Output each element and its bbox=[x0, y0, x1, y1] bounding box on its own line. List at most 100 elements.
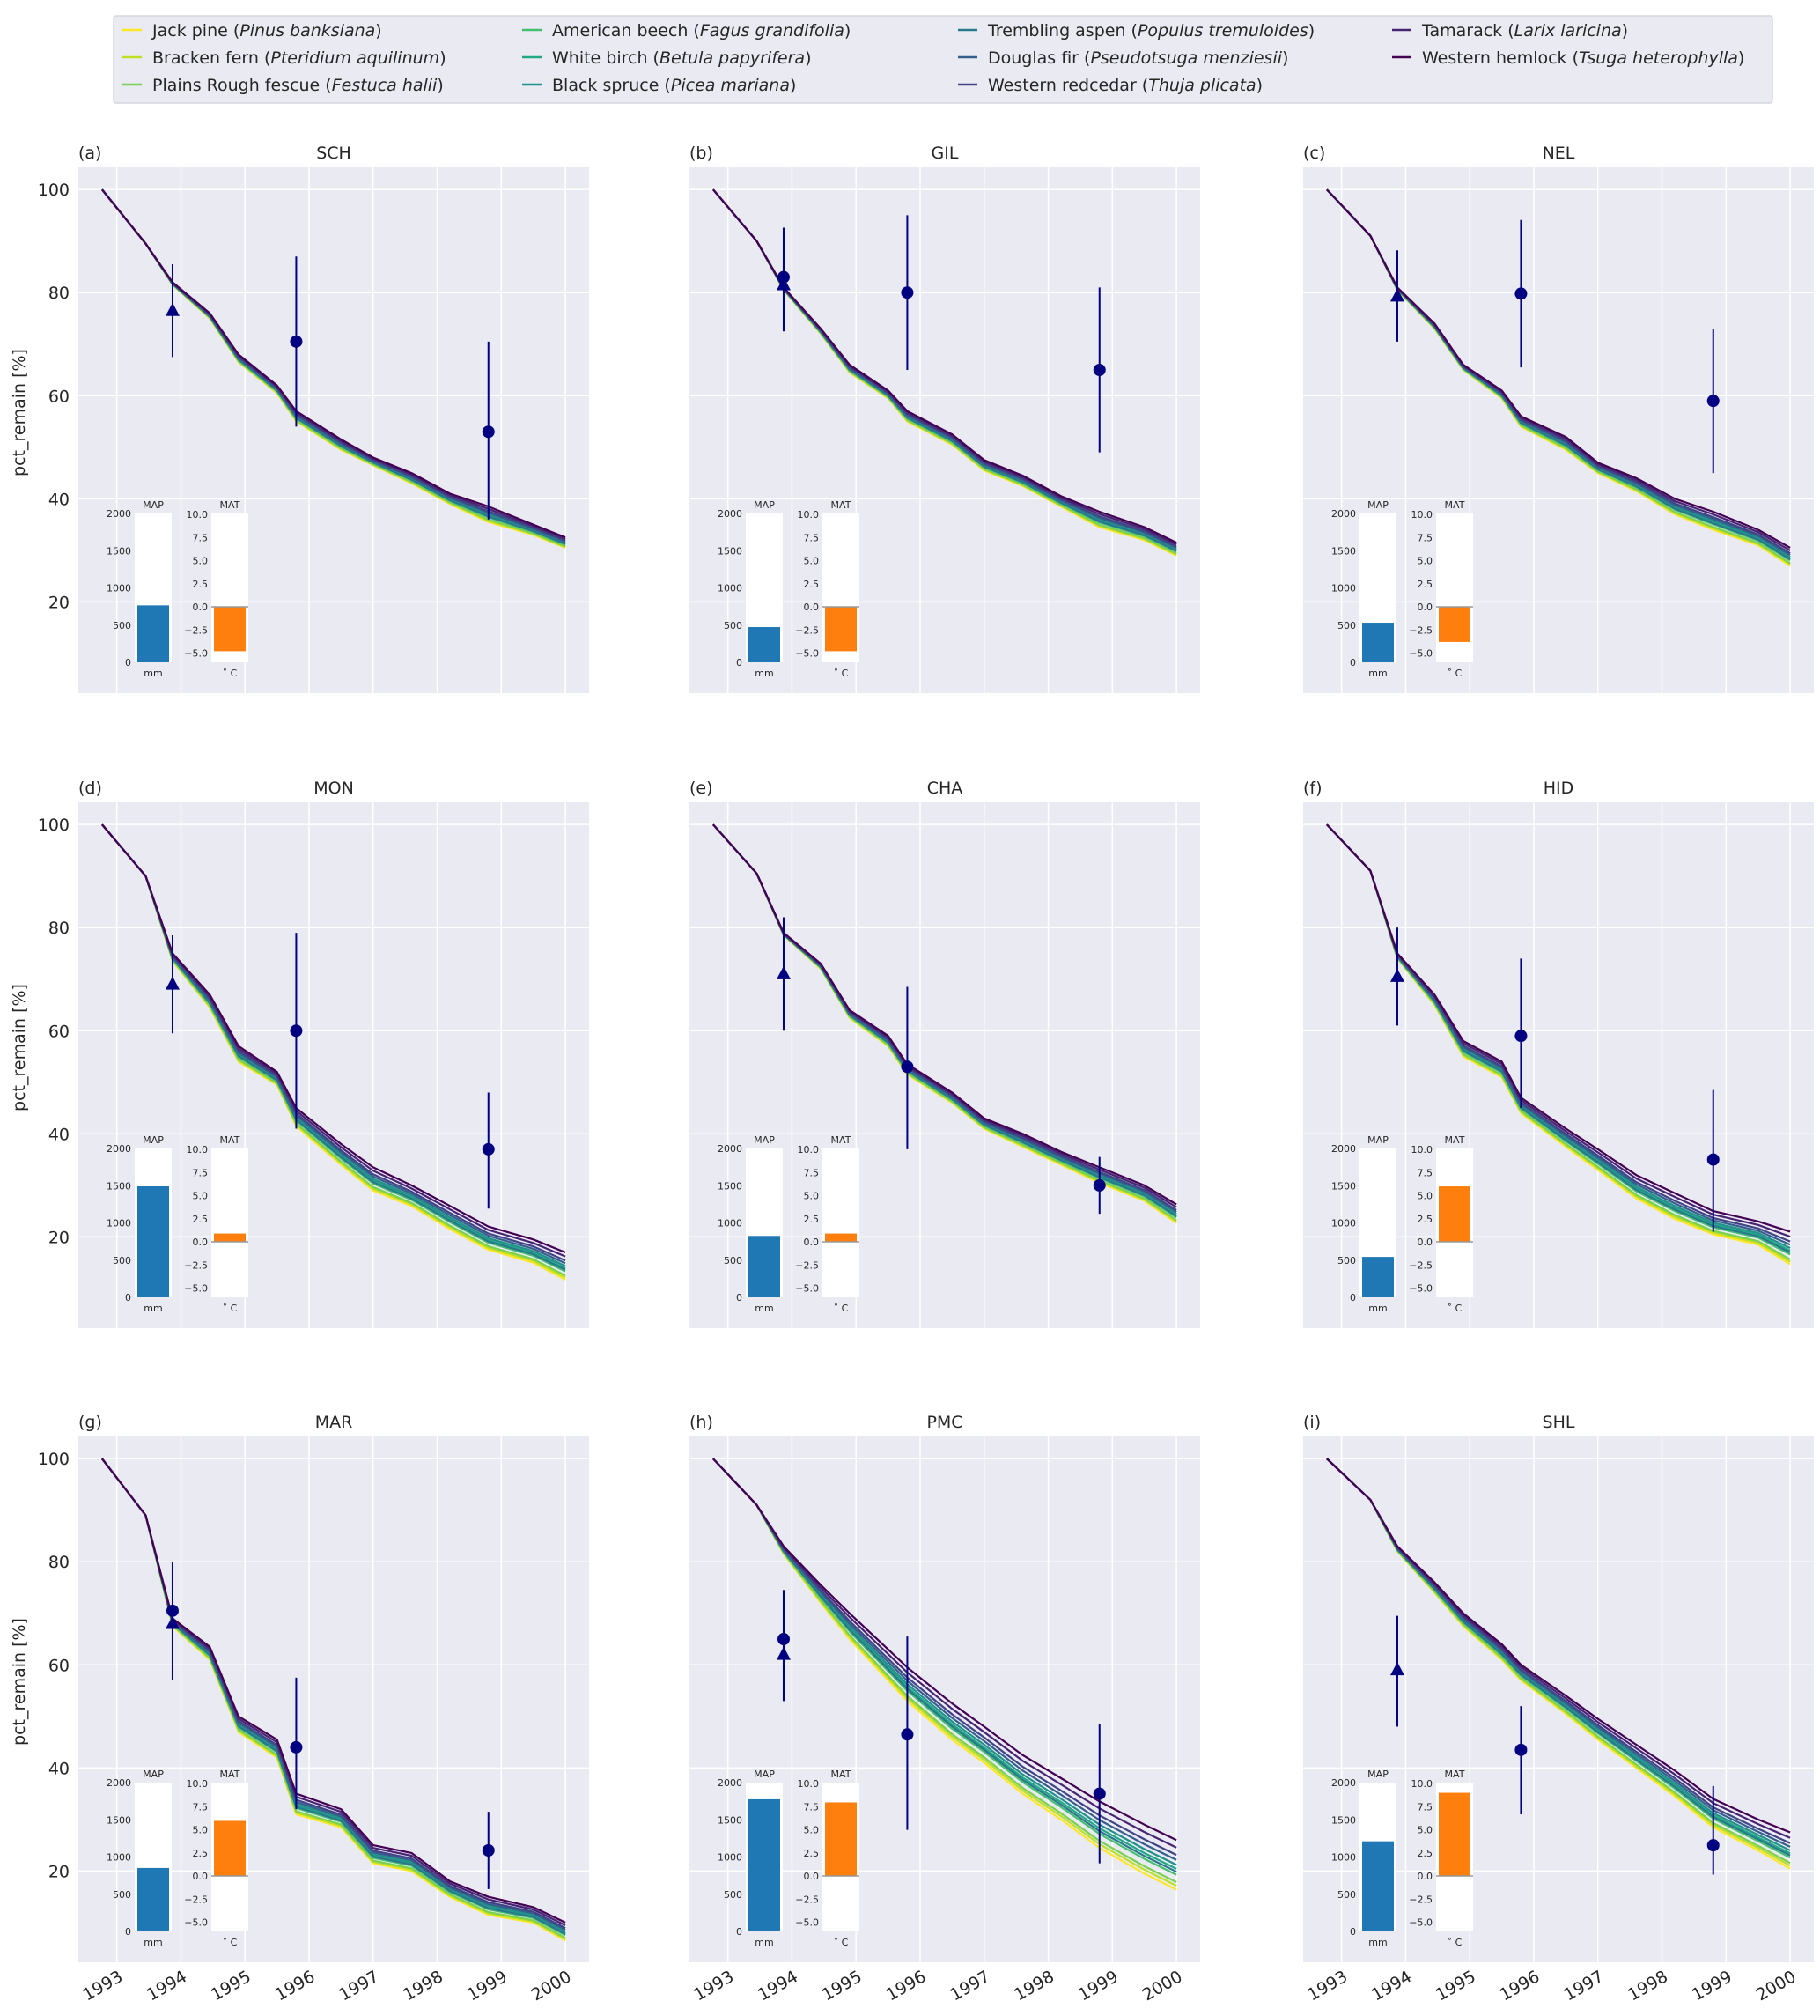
inset-tick-label: 10.0 bbox=[187, 1778, 209, 1790]
legend-latin-name: Festuca halii bbox=[332, 76, 438, 95]
inset-tick-label: 7.5 bbox=[1418, 1801, 1433, 1813]
y-tick-label: 100 bbox=[38, 816, 70, 835]
panel-title: MAR bbox=[315, 1413, 353, 1432]
x-tick-label: 1994 bbox=[1368, 1967, 1415, 2005]
legend-paren: ) bbox=[790, 76, 796, 95]
inset-tick-label: 1000 bbox=[718, 1852, 742, 1864]
panel-title: SCH bbox=[316, 144, 351, 163]
legend-latin-name: Larix laricina bbox=[1514, 21, 1622, 41]
inset-tick-label: 1000 bbox=[718, 1218, 742, 1230]
inset-tick-label: 7.5 bbox=[193, 532, 209, 543]
legend-common-name: Western hemlock ( bbox=[1422, 48, 1579, 68]
panel-label: (g) bbox=[78, 1413, 102, 1432]
legend-common-name: American beech ( bbox=[552, 21, 700, 41]
inset-tick-label: 500 bbox=[1337, 1889, 1356, 1901]
inset-map: 0 500 1000 1500 2000 MAP mm bbox=[718, 1134, 783, 1314]
inset-tick-label: 500 bbox=[1337, 1255, 1356, 1266]
panel-label: (f) bbox=[1303, 779, 1323, 798]
legend-common-name: Black spruce ( bbox=[552, 76, 671, 95]
observation-circle bbox=[777, 1633, 790, 1646]
inset-map: 0 500 1000 1500 2000 MAP mm bbox=[1331, 499, 1396, 679]
inset-bar-mat bbox=[825, 1802, 857, 1877]
inset-tick-label: 0.0 bbox=[804, 602, 820, 613]
y-axis-label: pct_remain [%] bbox=[10, 984, 29, 1111]
y-tick-label: 100 bbox=[38, 1450, 70, 1469]
legend-item: Plains Rough fescue (Festuca halii) bbox=[122, 76, 444, 95]
inset-tick-label: 2000 bbox=[1331, 1143, 1356, 1155]
inset-tick-label: 7.5 bbox=[193, 1167, 209, 1178]
x-tick-label: 1995 bbox=[208, 1967, 254, 2005]
series-line-trembling-aspen bbox=[101, 823, 566, 1271]
inset-tick-label: 0.0 bbox=[804, 1871, 820, 1882]
inset-tick-label: 2000 bbox=[718, 1143, 742, 1155]
inset-mat: −5.0 −2.5 0.0 2.5 5.0 7.5 10.0 MAT ˚ C bbox=[184, 1134, 248, 1314]
legend-common-name: Douglas fir ( bbox=[988, 48, 1090, 68]
inset-tick-label: 500 bbox=[113, 1255, 131, 1266]
inset-unit: mm bbox=[144, 668, 162, 679]
inset-bar-mat bbox=[1439, 1792, 1470, 1877]
x-tick-label: 2000 bbox=[1753, 1967, 1800, 2005]
panel-label: (d) bbox=[78, 779, 102, 798]
inset-tick-label: 0 bbox=[125, 657, 131, 668]
legend-paren: ) bbox=[1622, 21, 1628, 41]
inset-tick-label: 5.0 bbox=[1418, 556, 1433, 567]
inset-tick-label: 0 bbox=[736, 1926, 742, 1938]
legend-paren: ) bbox=[1256, 76, 1263, 95]
inset-tick-label: 0 bbox=[125, 1926, 131, 1938]
inset-tick-label: 0.0 bbox=[804, 1237, 820, 1248]
y-tick-label: 40 bbox=[48, 490, 70, 509]
x-tick-label: 1998 bbox=[400, 1967, 446, 2005]
inset-bar-map bbox=[137, 1186, 169, 1297]
inset-unit: ˚ C bbox=[1448, 668, 1463, 679]
legend-latin-name: Thuja plicata bbox=[1148, 76, 1256, 95]
panel-label: (b) bbox=[689, 144, 713, 163]
observation-circle bbox=[290, 335, 303, 348]
inset-tick-label: 2000 bbox=[1331, 1777, 1356, 1789]
x-tick-label: 1998 bbox=[1011, 1967, 1057, 2005]
inset-tick-label: 1000 bbox=[718, 583, 742, 594]
observation-triangle bbox=[1389, 288, 1404, 302]
inset-tick-label: 10.0 bbox=[187, 509, 209, 521]
inset-bar-map bbox=[1362, 1257, 1394, 1297]
inset-bar-mat bbox=[1439, 1186, 1470, 1243]
y-tick-label: 20 bbox=[48, 1862, 70, 1881]
panel-label: (i) bbox=[1303, 1413, 1321, 1432]
inset-tick-label: 2000 bbox=[718, 508, 742, 520]
legend-label: Jack pine (Pinus banksiana) bbox=[151, 21, 382, 41]
legend-common-name: Tamarack ( bbox=[1421, 21, 1514, 41]
inset-bar-map bbox=[1362, 623, 1394, 662]
inset-tick-label: 10.0 bbox=[798, 1778, 820, 1790]
inset-tick-label: 1000 bbox=[1331, 1852, 1356, 1864]
y-tick-label: 60 bbox=[48, 387, 70, 406]
observation-triangle bbox=[1389, 968, 1404, 982]
inset-tick-label: 2.5 bbox=[804, 579, 820, 590]
x-tick-label: 1997 bbox=[1560, 1967, 1607, 2005]
inset-bar-map bbox=[748, 1798, 780, 1931]
legend-common-name: White birch ( bbox=[552, 48, 659, 68]
legend-item: Trembling aspen (Populus tremuloides) bbox=[958, 21, 1315, 41]
inset-map: 0 500 1000 1500 2000 MAP mm bbox=[1331, 1134, 1396, 1314]
inset-tick-label: 2.5 bbox=[1418, 579, 1433, 590]
panel-title: SHL bbox=[1543, 1413, 1575, 1432]
inset-tick-label: 1500 bbox=[107, 545, 131, 557]
legend-latin-name: Picea mariana bbox=[671, 76, 790, 95]
legend-item: Douglas fir (Pseudotsuga menziesii) bbox=[958, 48, 1288, 68]
x-tick-label: 1999 bbox=[464, 1967, 511, 2005]
inset-tick-label: −5.0 bbox=[795, 1917, 819, 1929]
panel-title: PMC bbox=[926, 1413, 962, 1432]
inset-tick-label: 0 bbox=[1350, 1926, 1356, 1938]
inset-tick-label: 10.0 bbox=[1411, 1144, 1433, 1156]
inset-tick-label: 10.0 bbox=[798, 1144, 820, 1156]
inset-map: 0 500 1000 1500 2000 MAP mm bbox=[1331, 1769, 1396, 1948]
inset-tick-label: 1500 bbox=[1331, 1814, 1356, 1826]
inset-unit: mm bbox=[755, 1937, 773, 1948]
inset-unit: mm bbox=[144, 1937, 162, 1948]
inset-tick-label: 7.5 bbox=[804, 1167, 820, 1178]
observation-circle bbox=[290, 1024, 303, 1038]
inset-tick-label: 1000 bbox=[107, 583, 131, 594]
inset-tick-label: 0.0 bbox=[193, 602, 209, 613]
inset-title: MAT bbox=[1445, 1134, 1465, 1146]
legend-label: Plains Rough fescue (Festuca halii) bbox=[152, 76, 444, 95]
y-axis-label: pct_remain [%] bbox=[10, 1618, 29, 1746]
